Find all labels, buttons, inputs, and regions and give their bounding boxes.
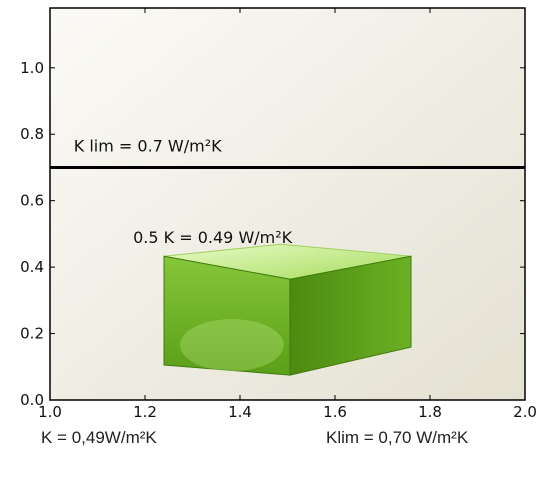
x-tick-label: 2.0 — [513, 403, 537, 420]
y-tick-label: 0.8 — [20, 125, 44, 143]
box-highlight — [180, 319, 284, 372]
y-tick-label: 0.6 — [20, 192, 44, 210]
y-tick-label: 0.2 — [20, 325, 44, 343]
x-tick-label: 1.6 — [323, 403, 347, 420]
box-side-face — [289, 255, 412, 376]
reference-line-label: K lim = 0.7 W/m²K — [74, 136, 222, 155]
chart-canvas: K lim = 0.7 W/m²K 0.5 K = 0.49 W/m²K 1.0… — [20, 7, 537, 420]
y-tick-label: 1.0 — [20, 59, 44, 77]
x-tick-label: 1.8 — [418, 403, 442, 420]
caption-k-value: K = 0,49W/m²K — [41, 428, 157, 447]
box-3d — [163, 243, 412, 376]
box-label: 0.5 K = 0.49 W/m²K — [133, 228, 293, 247]
axis-ticks: 1.0 1.2 1.4 1.6 1.8 2.0 0.0 0.2 0.4 0.6 0.8 1.0 — [20, 8, 537, 420]
y-tick-label: 0.4 — [20, 258, 44, 276]
caption-klim-value: Klim = 0,70 W/m²K — [326, 428, 469, 447]
plot-frame — [49, 7, 526, 401]
x-tick-label: 1.0 — [38, 403, 62, 420]
y-tick-label: 0.0 — [20, 391, 44, 409]
x-tick-label: 1.2 — [133, 403, 157, 420]
x-tick-label: 1.4 — [228, 403, 252, 420]
